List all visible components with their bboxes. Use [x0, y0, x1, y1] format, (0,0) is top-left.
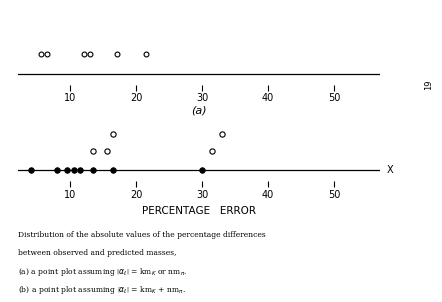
Text: (a) a point plot assuming $\left|\alpha_\ell\right|$ = km$_K$ or nm$_\pi$.: (a) a point plot assuming $\left|\alpha_… — [18, 266, 187, 278]
Text: 19: 19 — [424, 79, 433, 90]
Text: (a): (a) — [191, 105, 207, 115]
Text: between observed and predicted masses,: between observed and predicted masses, — [18, 249, 176, 256]
Text: X: X — [387, 165, 393, 175]
Text: PERCENTAGE   ERROR: PERCENTAGE ERROR — [142, 206, 256, 217]
Text: Distribution of the absolute values of the percentage differences: Distribution of the absolute values of t… — [18, 231, 266, 239]
Text: (b) a point plot assuming $\left|\alpha_\ell\right|$ = km$_K$ + nm$_\pi$.: (b) a point plot assuming $\left|\alpha_… — [18, 284, 186, 296]
